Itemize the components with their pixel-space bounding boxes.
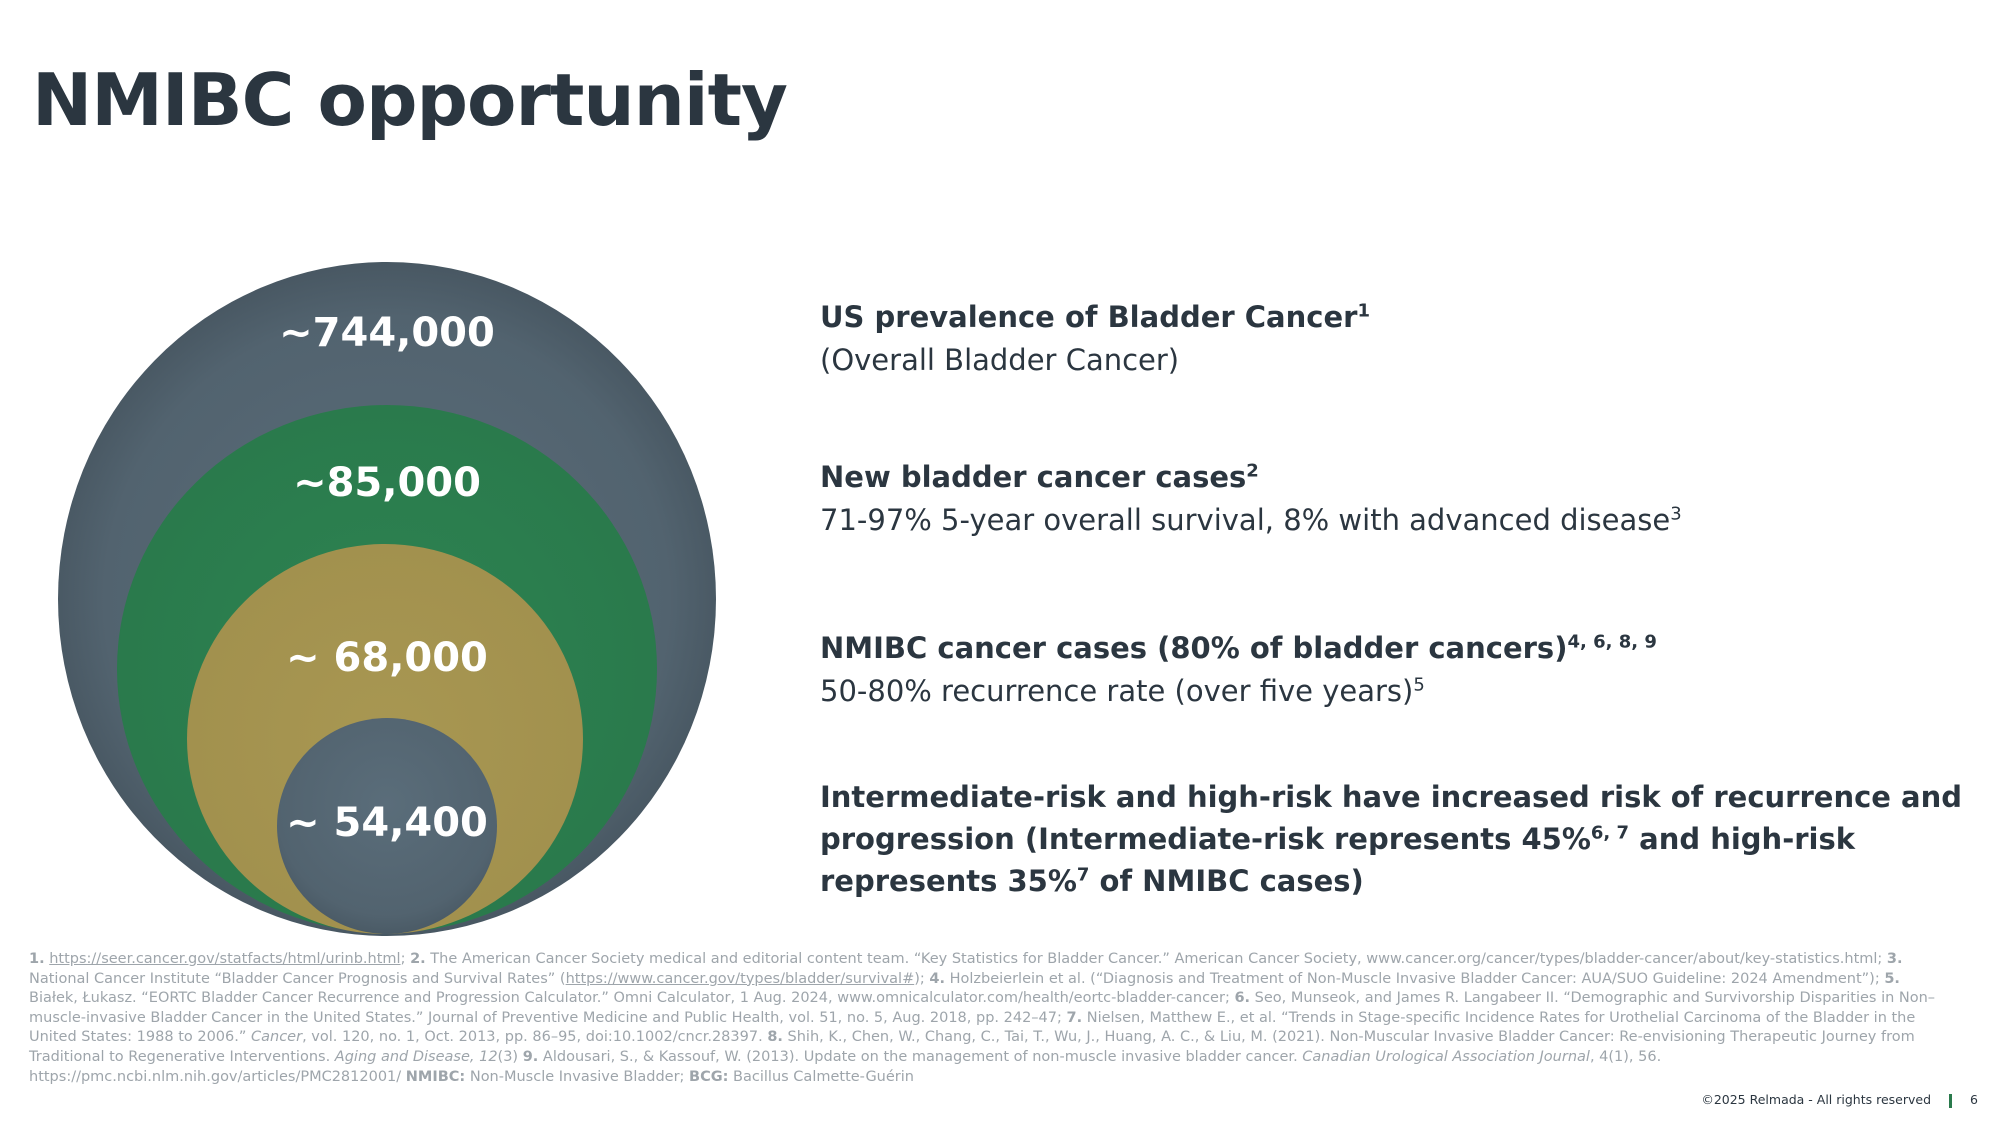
nmibc-value: ~ 68,000 — [286, 635, 488, 681]
page-title: NMIBC opportunity — [32, 58, 788, 142]
footer-divider — [1949, 1093, 1953, 1108]
risk-value: ~ 54,400 — [286, 800, 488, 846]
nmibc-subtext: 50-80% recurrence rate (over five years)… — [820, 674, 1425, 708]
new-cases-block: New bladder cancer cases2 71-97% 5-year … — [820, 456, 1970, 542]
reference-link-seer[interactable]: https://seer.cancer.gov/statfacts/html/u… — [49, 951, 401, 967]
new-cases-heading: New bladder cancer cases2 — [820, 460, 1259, 494]
nmibc-heading: NMIBC cancer cases (80% of bladder cance… — [820, 631, 1657, 665]
footer: ©2025 Relmada - All rights reserved 6 — [1701, 1092, 1978, 1108]
risk-heading: Intermediate-risk and high-risk have inc… — [820, 780, 1963, 898]
reference-link-nci[interactable]: https://www.cancer.gov/types/bladder/sur… — [565, 970, 915, 987]
page-number: 6 — [1970, 1092, 1978, 1107]
new-cases-subtext: 71-97% 5-year overall survival, 8% with … — [820, 503, 1682, 537]
copyright: ©2025 Relmada - All rights reserved — [1701, 1092, 1932, 1107]
prevalence-block: US prevalence of Bladder Cancer1 (Overal… — [820, 296, 1970, 382]
prevalence-value: ~744,000 — [279, 310, 495, 356]
prevalence-subtext: (Overall Bladder Cancer) — [820, 343, 1180, 377]
new-cases-value: ~85,000 — [293, 460, 481, 506]
references: 1. https://seer.cancer.gov/statfacts/htm… — [29, 951, 1936, 1085]
intermediate-high-risk-circle — [277, 718, 497, 934]
risk-block: Intermediate-risk and high-risk have inc… — [820, 776, 1970, 902]
nmibc-block: NMIBC cancer cases (80% of bladder cance… — [820, 627, 1970, 713]
prevalence-heading: US prevalence of Bladder Cancer1 — [820, 300, 1370, 334]
